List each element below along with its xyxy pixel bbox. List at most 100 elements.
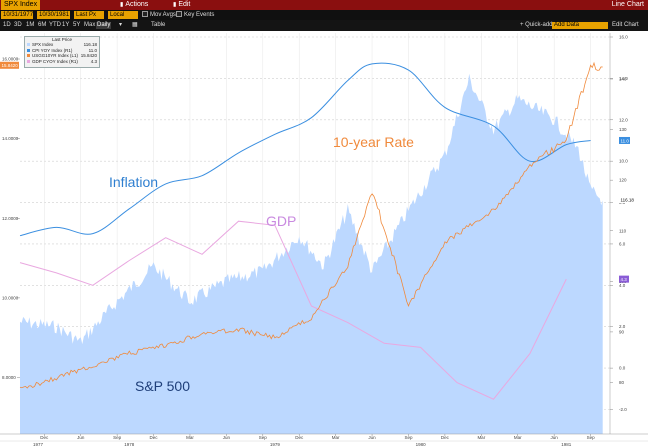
period-ytd[interactable]: YTD (49, 22, 61, 28)
x-year-label: 1981 (561, 442, 572, 447)
x-month-label: Sep (113, 435, 122, 440)
x-month-label: Sep (259, 435, 268, 440)
right-axis: 16.014.012.010.08.06.04.02.00.0-2.014013… (609, 31, 648, 434)
x-year-label: 1979 (270, 442, 281, 447)
right-tick-label: 80 (619, 380, 625, 385)
period-daily[interactable]: Daily (96, 22, 112, 29)
sp500-annotation: S&P 500 (135, 378, 190, 394)
key-events-toggle[interactable]: Key Events (176, 11, 214, 19)
right-tick-label: 10.0 (619, 159, 628, 164)
checkbox-icon (176, 11, 182, 17)
legend-label: CPI YOY Index (32, 47, 63, 53)
legend: Last Price SPX Index 116.18 CPI YOY Inde… (24, 36, 100, 68)
x-month-label: Mar (186, 435, 194, 440)
x-month-label: Dec (40, 435, 49, 440)
start-date-field[interactable]: 10/31/1977 (1, 11, 34, 19)
legend-row[interactable]: CPI YOY Index (R1) 11.0 (25, 48, 99, 54)
ten-year-line (19, 61, 603, 389)
right-badge-cpi: 11.0 (621, 138, 630, 143)
legend-label: SPX Index (32, 42, 54, 47)
axis-badges: 15.8420 11.0 116.18 4.3 (0, 61, 635, 283)
x-month-label: Jun (551, 435, 559, 440)
legend-swatch (27, 59, 30, 63)
menu-icon: ▮ (173, 2, 177, 8)
price-field-select[interactable]: Last Px (74, 11, 104, 19)
x-axis: Dec Mar Jun Sep Dec Mar Jun Sep Dec Mar Jun Sep Dec M… (0, 433, 648, 447)
x-month-label: Jun (223, 435, 231, 440)
left-badge-bg (0, 61, 19, 69)
x-month-label: Sep (404, 435, 413, 440)
right-tick-label: 0.0 (619, 366, 626, 371)
x-month-label: Jun (77, 435, 85, 440)
right-tick-label: 140 (619, 77, 627, 82)
ticker-field[interactable]: SPX Index (1, 0, 41, 10)
edit-label: Edit (178, 1, 191, 8)
legend-axis: (R1) (69, 58, 78, 64)
period-6m[interactable]: 6M (38, 22, 47, 28)
x-year-label: 1977 (33, 442, 44, 447)
frequency-dropdown[interactable]: ▾ (118, 22, 123, 29)
period-3d[interactable]: 3D (14, 22, 22, 28)
legend-row[interactable]: USGG10YR Index (L1) 15.8420 (25, 53, 99, 59)
right-tick-label: 12.0 (619, 117, 628, 122)
x-month-label: Mar (514, 435, 522, 440)
x-month-label: Mar (477, 435, 485, 440)
annotations: Inflation 10-year Rate GDP S&P 500 (109, 134, 414, 394)
quick-add-button[interactable]: + Quick-add (520, 22, 553, 28)
mov-avgs-toggle[interactable]: Mov Avgs (142, 11, 176, 19)
right-tick-label: 130 (619, 127, 627, 132)
left-tick-label: 16.0000 (2, 57, 19, 62)
legend-label: USGG10YR Index (32, 53, 69, 58)
x-month-label: Dec (150, 435, 159, 440)
inflation-line (19, 62, 591, 237)
legend-swatch (27, 54, 30, 58)
inflation-annotation: Inflation (109, 174, 158, 190)
x-axis-bg (0, 434, 648, 447)
right-badge-cpi-bg (619, 136, 630, 144)
left-tick-label: 14.0000 (2, 136, 19, 141)
edit-menu[interactable]: ▮ Edit (173, 0, 190, 10)
add-data-field[interactable]: Add Data (552, 22, 608, 29)
legend-label: GDP CYOY Index (32, 58, 68, 64)
x-year-label: 1980 (416, 442, 427, 447)
right-tick-label: 6.0 (619, 241, 626, 246)
series-lines (19, 61, 603, 400)
title-bar: SPX Index ▮ Actions ▮ Edit Line Chart (0, 0, 648, 10)
period-1d[interactable]: 1D (3, 22, 11, 28)
x-month-label: Dec (295, 435, 304, 440)
period-max[interactable]: Max (84, 22, 96, 28)
actions-menu[interactable]: ▮ Actions (120, 0, 148, 10)
legend-swatch (27, 48, 30, 52)
right-axis-bg (610, 31, 648, 434)
right-badge-spx: 116.18 (621, 197, 635, 202)
legend-swatch (27, 43, 30, 47)
legend-value: 15.8420 (80, 53, 97, 58)
right-badge-spx-bg (619, 195, 632, 203)
table-button[interactable]: Table (151, 22, 166, 28)
line-chart[interactable]: 16.0000 14.0000 12.0000 10.0000 8.0000 16.0 1… (0, 31, 648, 447)
x-month-label: Dec (441, 435, 450, 440)
end-date-field[interactable]: 10/30/1981 (37, 11, 70, 19)
actions-label: Actions (125, 1, 149, 8)
edit-chart-button[interactable]: Edit Chart (612, 22, 639, 28)
period-1m[interactable]: 1M (26, 22, 35, 28)
table-icon[interactable]: ▦ (132, 22, 138, 28)
left-axis-bg (0, 31, 19, 434)
right-badge-gdp-bg (619, 275, 629, 283)
period-1y[interactable]: 1Y (62, 22, 70, 28)
period-5y[interactable]: 5Y (73, 22, 81, 28)
right-tick-label: 16.0 (619, 35, 628, 40)
toolbar-dates: 10/31/1977 10/30/1981 Last Px Local CCY … (0, 10, 648, 26)
x-month-label: Mar (332, 435, 340, 440)
gdp-line (19, 220, 567, 400)
legend-row[interactable]: GDP CYOY Index (R1) 4.3 (25, 59, 99, 65)
left-axis: 16.0000 14.0000 12.0000 10.0000 8.0000 (0, 31, 20, 434)
legend-value: 116.18 (83, 42, 97, 47)
chevron-down-icon: ▾ (119, 22, 123, 28)
mov-avgs-label: Mov Avgs (150, 12, 176, 18)
legend-row[interactable]: SPX Index 116.18 (25, 42, 99, 48)
right-tick-label: 14.0 (619, 76, 628, 81)
legend-axis: (R1) (63, 47, 73, 53)
currency-select[interactable]: Local CCY (108, 11, 138, 26)
sp500-area (20, 73, 603, 434)
